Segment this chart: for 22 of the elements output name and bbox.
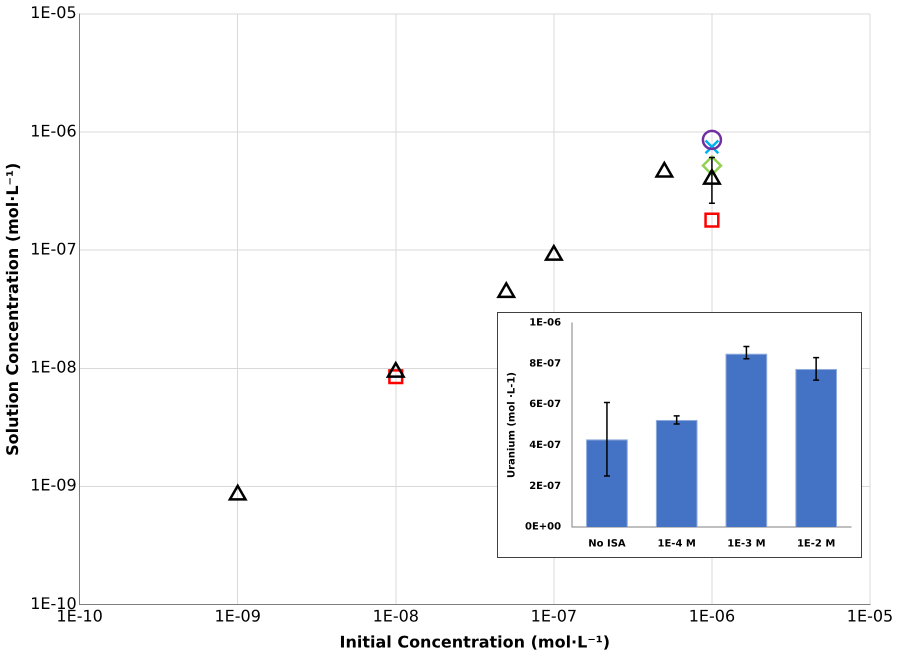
y-tick-label: 0E+00 — [524, 522, 562, 533]
y-tick-label: 1E-08 — [30, 358, 77, 377]
y-tick-label: 6E-07 — [529, 399, 562, 410]
x-tick-label: No ISA — [588, 538, 626, 550]
y-axis-title: Solution Concentration (mol·L⁻¹) — [2, 162, 22, 456]
y-tick-label: 1E-07 — [30, 239, 77, 258]
y-tick-label: 1E-06 — [529, 318, 562, 329]
y-axis-title: Uranium (mol ·L-1) — [506, 372, 518, 478]
x-tick-label: 1E-3 M — [727, 538, 766, 550]
x-tick-label: 1E-4 M — [658, 538, 696, 550]
x-tick-label: 1E-09 — [214, 606, 261, 626]
x-tick-label: 1E-05 — [846, 606, 894, 626]
x-tick-label: 1E-06 — [688, 606, 736, 626]
x-tick-label: 1E-2 M — [796, 538, 836, 550]
y-tick-label: 2E-07 — [529, 480, 562, 492]
x-tick-label: 1E-08 — [372, 606, 419, 626]
x-axis-title: Initial Concentration (mol·L⁻¹) — [340, 632, 610, 652]
y-tick-label: 1E-09 — [30, 476, 77, 495]
y-tick-label: 8E-07 — [529, 358, 562, 370]
y-tick-label: 1E-05 — [30, 3, 77, 22]
y-tick-label: 4E-07 — [529, 440, 562, 451]
y-tick-label: 1E-06 — [30, 121, 77, 140]
